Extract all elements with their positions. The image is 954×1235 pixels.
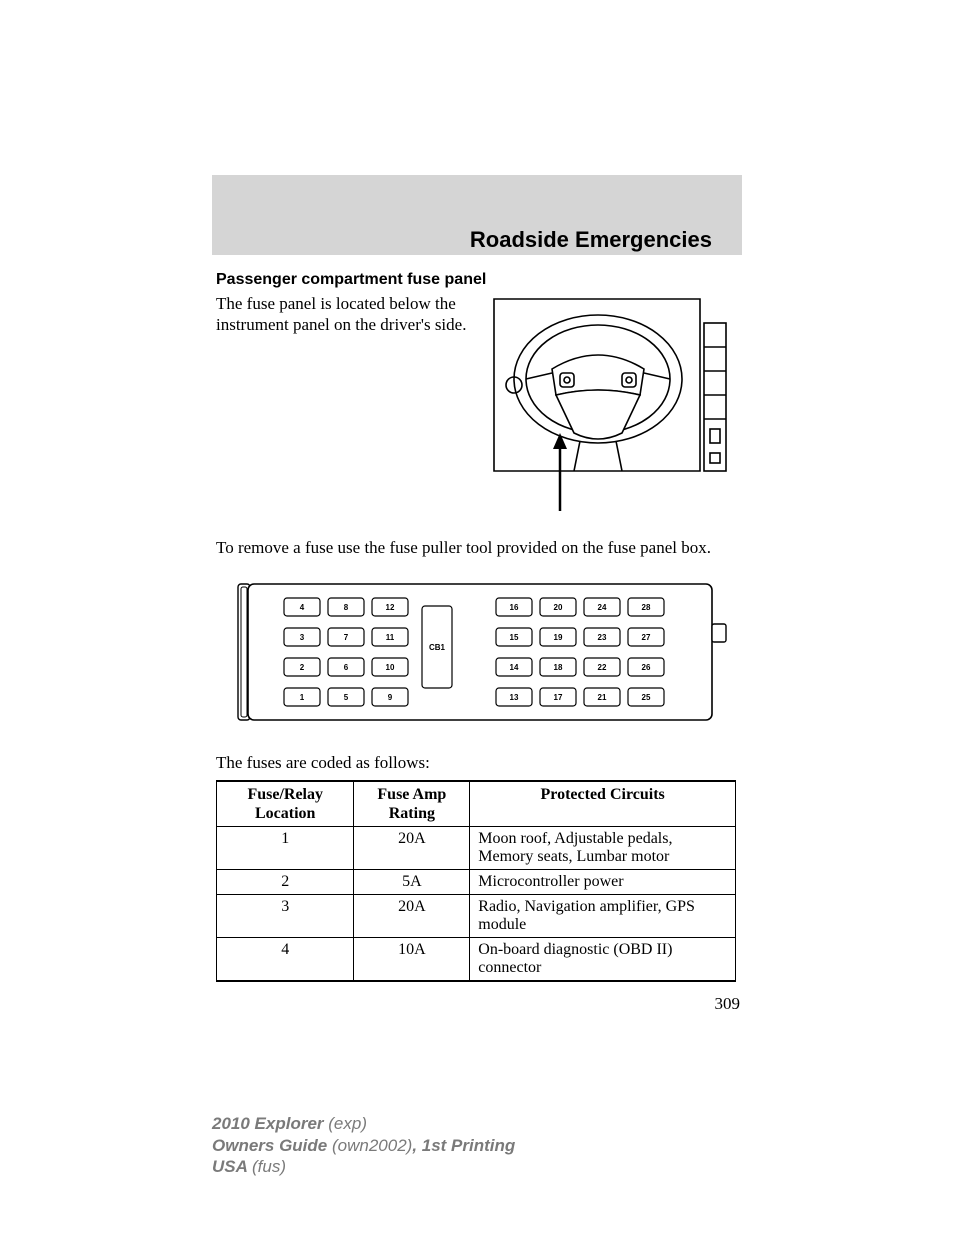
svg-text:22: 22 [598, 663, 607, 672]
fuse-table: Fuse/Relay Location Fuse Amp Rating Prot… [216, 780, 736, 982]
svg-text:19: 19 [554, 633, 563, 642]
table-row: 25AMicrocontroller power [217, 869, 736, 894]
col-header-circuits: Protected Circuits [470, 781, 736, 827]
remove-fuse-text: To remove a fuse use the fuse puller too… [212, 537, 742, 558]
svg-text:5: 5 [344, 693, 349, 702]
content-area: Roadside Emergencies Passenger compartme… [212, 175, 742, 1014]
table-row: 320ARadio, Navigation amplifier, GPS mod… [217, 894, 736, 937]
cell-location: 1 [217, 826, 354, 869]
cell-location: 2 [217, 869, 354, 894]
cell-location: 3 [217, 894, 354, 937]
cell-desc: Microcontroller power [470, 869, 736, 894]
cell-desc: Radio, Navigation amplifier, GPS module [470, 894, 736, 937]
cell-amp: 20A [354, 894, 470, 937]
footer-model-code: (exp) [328, 1114, 367, 1133]
svg-text:9: 9 [388, 693, 393, 702]
page: Roadside Emergencies Passenger compartme… [0, 0, 954, 1235]
footer-line-3: USA (fus) [212, 1156, 515, 1177]
dashboard-illustration [490, 293, 730, 513]
cell-location: 4 [217, 937, 354, 981]
arrow-icon [553, 433, 567, 449]
svg-text:20: 20 [554, 603, 563, 612]
svg-text:4: 4 [300, 603, 305, 612]
cell-amp: 10A [354, 937, 470, 981]
svg-text:3: 3 [300, 633, 305, 642]
svg-text:27: 27 [642, 633, 651, 642]
svg-text:28: 28 [642, 603, 651, 612]
cell-amp: 20A [354, 826, 470, 869]
svg-text:10: 10 [386, 663, 395, 672]
footer-region-code: (fus) [252, 1157, 286, 1176]
fuse-table-head: Fuse/Relay Location Fuse Amp Rating Prot… [217, 781, 736, 827]
col-header-amp: Fuse Amp Rating [354, 781, 470, 827]
cell-desc: Moon roof, Adjustable pedals, Memory sea… [470, 826, 736, 869]
svg-text:16: 16 [510, 603, 519, 612]
svg-text:18: 18 [554, 663, 563, 672]
svg-text:7: 7 [344, 633, 349, 642]
svg-text:12: 12 [386, 603, 395, 612]
fuse-panel-diagram-wrap: 481237112610159CB11620242815192327141822… [212, 578, 742, 728]
svg-text:14: 14 [510, 663, 519, 672]
svg-text:8: 8 [344, 603, 349, 612]
footer-printing: , 1st Printing [412, 1136, 515, 1155]
footer-line-1: 2010 Explorer (exp) [212, 1113, 515, 1134]
footer-line-2: Owners Guide (own2002), 1st Printing [212, 1135, 515, 1156]
fuse-table-body: 120AMoon roof, Adjustable pedals, Memory… [217, 826, 736, 981]
dashboard-illustration-wrap [477, 293, 742, 513]
svg-text:15: 15 [510, 633, 519, 642]
svg-text:1: 1 [300, 693, 305, 702]
footer-guide-code: (own2002) [332, 1136, 412, 1155]
footer-model: 2010 Explorer [212, 1114, 328, 1133]
page-number: 309 [212, 994, 742, 1014]
fuse-panel-diagram: 481237112610159CB11620242815192327141822… [232, 578, 732, 728]
svg-text:6: 6 [344, 663, 349, 672]
table-row: 120AMoon roof, Adjustable pedals, Memory… [217, 826, 736, 869]
cell-amp: 5A [354, 869, 470, 894]
svg-text:23: 23 [598, 633, 607, 642]
section-title: Passenger compartment fuse panel [212, 271, 742, 289]
table-row: 410AOn-board diagnostic (OBD II) connect… [217, 937, 736, 981]
coded-text: The fuses are coded as follows: [212, 752, 742, 773]
svg-text:13: 13 [510, 693, 519, 702]
svg-text:21: 21 [598, 693, 607, 702]
svg-text:26: 26 [642, 663, 651, 672]
svg-text:11: 11 [386, 633, 395, 642]
svg-text:CB1: CB1 [429, 643, 446, 652]
svg-text:2: 2 [300, 663, 305, 672]
footer-region: USA [212, 1157, 252, 1176]
intro-text: The fuse panel is located below the inst… [212, 293, 471, 336]
intro-row: The fuse panel is located below the inst… [212, 293, 742, 513]
svg-text:24: 24 [598, 603, 607, 612]
footer: 2010 Explorer (exp) Owners Guide (own200… [212, 1113, 515, 1177]
cell-desc: On-board diagnostic (OBD II) connector [470, 937, 736, 981]
svg-text:25: 25 [642, 693, 651, 702]
col-header-location: Fuse/Relay Location [217, 781, 354, 827]
footer-guide: Owners Guide [212, 1136, 332, 1155]
chapter-title: Roadside Emergencies [212, 227, 742, 253]
svg-text:17: 17 [554, 693, 563, 702]
